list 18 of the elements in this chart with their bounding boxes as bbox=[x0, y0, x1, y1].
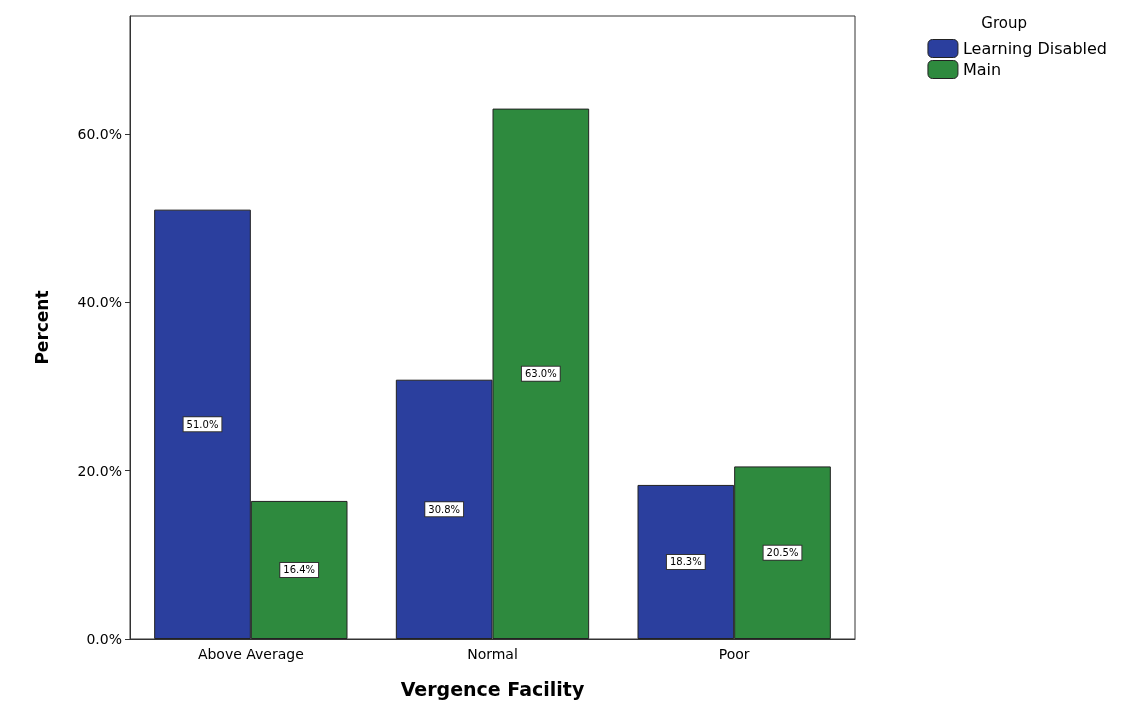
x-tick-label: Normal bbox=[467, 646, 518, 662]
data-label: 20.5% bbox=[766, 547, 799, 559]
y-tick-label: 0.0% bbox=[86, 631, 122, 647]
legend-label: Main bbox=[962, 60, 1002, 79]
data-label: 16.4% bbox=[283, 564, 316, 576]
y-tick-label: 40.0% bbox=[77, 294, 122, 311]
y-tick-label: 60.0% bbox=[77, 125, 122, 142]
y-tick-label: 20.0% bbox=[77, 462, 122, 479]
data-label: 18.3% bbox=[669, 556, 702, 568]
data-label: 51.0% bbox=[186, 418, 219, 430]
x-tick-label: Poor bbox=[718, 646, 750, 662]
y-axis-title: Percent bbox=[31, 290, 52, 365]
data-label: 63.0% bbox=[524, 368, 557, 380]
data-label: 30.8% bbox=[428, 503, 461, 515]
x-axis-title: Vergence Facility bbox=[400, 677, 585, 700]
legend-label: Learning Disabled bbox=[962, 39, 1108, 58]
legend-title: Group bbox=[981, 13, 1028, 32]
x-tick-label: Above Average bbox=[197, 646, 304, 662]
